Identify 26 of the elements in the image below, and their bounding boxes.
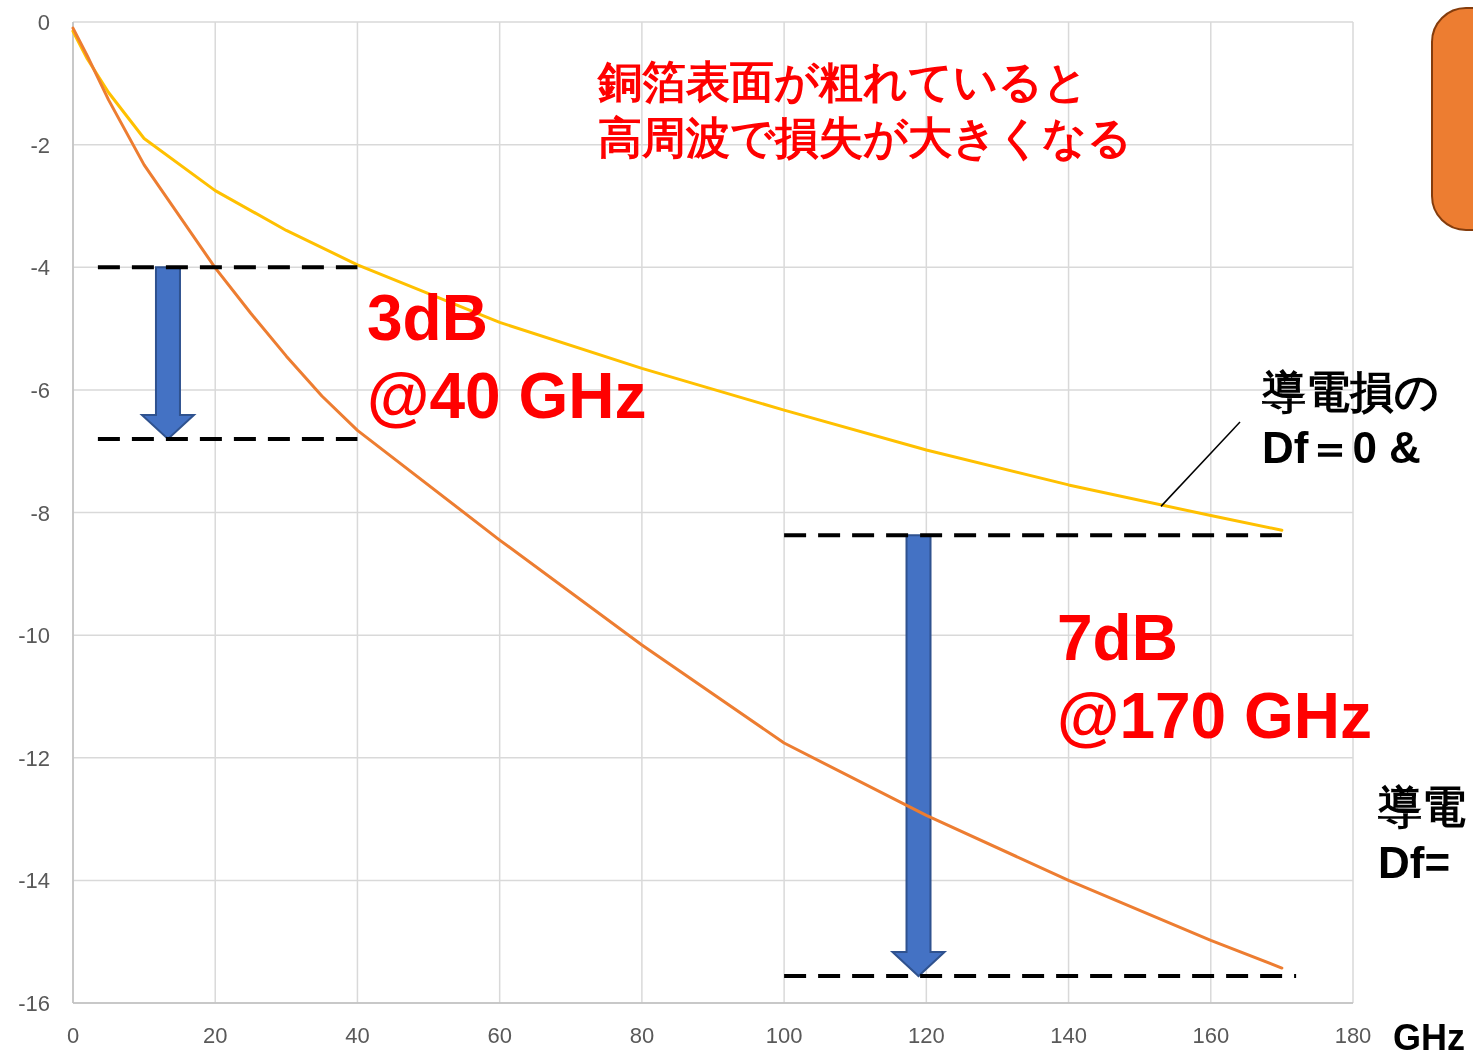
y-tick-label: -16 [18, 991, 50, 1016]
annotation: 銅箔表面が粗れていると [597, 57, 1088, 106]
x-tick-label: 120 [907, 1023, 945, 1048]
x-tick-label: 180 [1334, 1023, 1372, 1048]
x-tick-label: 140 [1050, 1023, 1087, 1048]
annotation: 7dB @170 GHz [1057, 602, 1372, 752]
x-tick-label: 80 [629, 1023, 655, 1048]
y-tick-label: 0 [37, 10, 50, 35]
x-tick-label: 40 [345, 1023, 370, 1048]
y-tick-label: -6 [30, 377, 50, 403]
y-tick-label: -10 [18, 623, 50, 649]
y-tick-label: -14 [18, 868, 50, 894]
annotation: 導電損の Df＝0 & [1261, 367, 1439, 472]
x-tick-label: 100 [765, 1023, 803, 1048]
y-tick-label: -8 [30, 500, 50, 526]
annotation: 3dB @40 GHz [367, 282, 647, 432]
x-tick-label: 160 [1192, 1023, 1230, 1048]
y-tick-label: -4 [30, 255, 50, 281]
x-tick-label: 0 [66, 1023, 80, 1048]
x-axis-title: GHz [1393, 1017, 1465, 1053]
annotation: 高周波で損失が大きくなる [598, 113, 1132, 162]
x-tick-label: 60 [487, 1023, 512, 1048]
text: 導電 Df= [1377, 782, 1466, 887]
x-tick-label: 20 [202, 1023, 228, 1048]
y-tick-label: -12 [18, 745, 50, 771]
y-tick-label: -2 [30, 132, 50, 158]
